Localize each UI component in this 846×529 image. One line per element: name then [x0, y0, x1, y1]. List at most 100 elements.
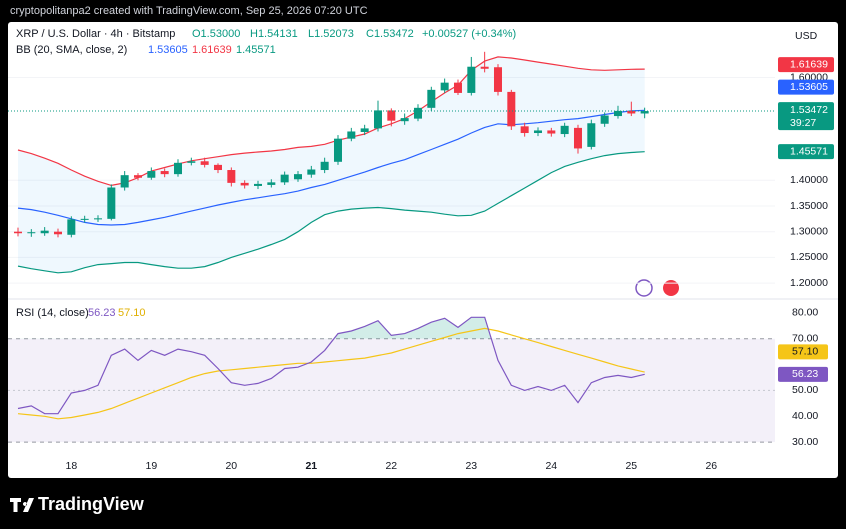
x-tick-label: 21	[305, 460, 317, 472]
candle-body	[613, 110, 622, 117]
price-tag-label: 1.61639	[790, 58, 828, 70]
brand: TradingView	[38, 494, 145, 514]
countdown: 39:27	[790, 117, 816, 129]
y-tick-label: 1.35000	[790, 200, 828, 212]
candle-body	[14, 231, 22, 234]
chart-area	[8, 22, 838, 478]
candle-body	[200, 161, 209, 165]
candle-body	[160, 171, 169, 175]
price-tag	[778, 79, 834, 95]
logo-mark	[10, 498, 34, 512]
band-fill	[18, 56, 645, 273]
candle-body	[80, 218, 89, 220]
candle-body	[173, 162, 182, 175]
candle-body	[640, 111, 649, 114]
candle-body	[107, 187, 116, 219]
price-tag	[778, 144, 834, 160]
candle-body	[347, 131, 356, 139]
candle-body	[187, 161, 196, 163]
candle-body	[480, 66, 489, 69]
y-tick-label: 1.20000	[790, 277, 828, 289]
overbought-fill	[18, 317, 645, 339]
rsi-line	[17, 316, 645, 415]
value-tag	[778, 366, 828, 382]
ohlc-open: O1.53000	[192, 28, 240, 40]
y-tick-label: 50.00	[792, 384, 818, 396]
y-tick-label: 80.00	[792, 307, 818, 319]
price-tag	[778, 57, 834, 73]
candle-body	[373, 110, 382, 129]
candle-body	[40, 230, 49, 234]
value-tag	[778, 344, 828, 360]
candle-body	[320, 161, 329, 171]
candle-body	[440, 82, 449, 91]
bb-basis-value: 1.53605	[148, 44, 188, 56]
bb-upper-value: 1.61639	[192, 44, 232, 56]
rsi-band-fill	[8, 338, 775, 443]
candle-body	[467, 66, 476, 93]
candle-body	[333, 138, 342, 162]
bb-lower-value: 1.45571	[236, 44, 276, 56]
candle-body	[147, 171, 156, 178]
candle-body	[400, 118, 409, 122]
candle-body	[307, 169, 316, 175]
indicator-title: BB (20, SMA, close, 2)	[16, 44, 127, 56]
ohlc-high: H1.54131	[250, 28, 298, 40]
candle-body	[413, 107, 422, 119]
y-tick-label: 1.25000	[790, 251, 828, 263]
price-tag-label: 1.53605	[790, 81, 828, 93]
x-tick-label: 23	[465, 460, 477, 472]
value-tag-label: 57.10	[792, 346, 818, 358]
y-tick-label: 30.00	[792, 436, 818, 448]
y-tick-label: 40.00	[792, 410, 818, 422]
candle-body	[507, 91, 516, 127]
candle-body	[27, 232, 36, 234]
rsi-value: 56.23	[88, 307, 116, 319]
candle-body	[240, 182, 249, 186]
x-tick-label: 25	[625, 460, 637, 472]
bollinger-line	[17, 151, 645, 274]
icons	[635, 279, 679, 297]
price-tag-label: 1.53472	[790, 104, 828, 116]
x-tick-label: 26	[705, 460, 717, 472]
bollinger-line	[17, 109, 645, 226]
candle-body	[453, 82, 462, 93]
y-tick-label: 1.30000	[790, 225, 828, 237]
x-tick-label: 19	[145, 460, 157, 472]
candle-body	[293, 174, 302, 180]
candle-body	[93, 218, 102, 220]
legend: XRP / U.S. Dollar · 4h · Bitstamp O1.530…	[16, 28, 516, 319]
rsi-ma-value: 57.10	[118, 307, 146, 319]
candle-body	[53, 231, 62, 235]
rsi-title: RSI (14, close)	[16, 307, 89, 319]
candle-body	[533, 130, 542, 134]
x-tick-label: 22	[385, 460, 397, 472]
candle-body	[547, 130, 556, 134]
flag-icon	[663, 280, 679, 296]
rsi-line	[17, 327, 645, 420]
candle-body	[600, 115, 609, 124]
candle-body	[267, 182, 276, 185]
ohlc-change: +0.00527 (+0.34%)	[422, 28, 516, 40]
price-tag	[778, 102, 834, 131]
candle-body	[213, 164, 222, 171]
x-tick-label: 24	[545, 460, 557, 472]
y-tick-label: 70.00	[792, 333, 818, 345]
candle-body	[520, 126, 529, 134]
y-tick-label: 1.40000	[790, 174, 828, 186]
price-tag-label: 1.45571	[790, 145, 828, 157]
candle-body	[227, 170, 236, 183]
candle-body	[587, 123, 596, 147]
candle-body	[627, 110, 636, 114]
currency: USD	[795, 30, 818, 42]
candle-body	[493, 67, 502, 92]
candle-body	[387, 110, 396, 121]
value-tag-label: 56.23	[792, 368, 818, 380]
logo: TradingView	[10, 494, 145, 514]
candle-body	[67, 219, 76, 235]
icon	[635, 279, 653, 297]
ohlc-low: L1.52073	[308, 28, 354, 40]
header: cryptopolitanpa2 created with TradingVie…	[10, 5, 368, 17]
candle-body	[427, 89, 436, 108]
